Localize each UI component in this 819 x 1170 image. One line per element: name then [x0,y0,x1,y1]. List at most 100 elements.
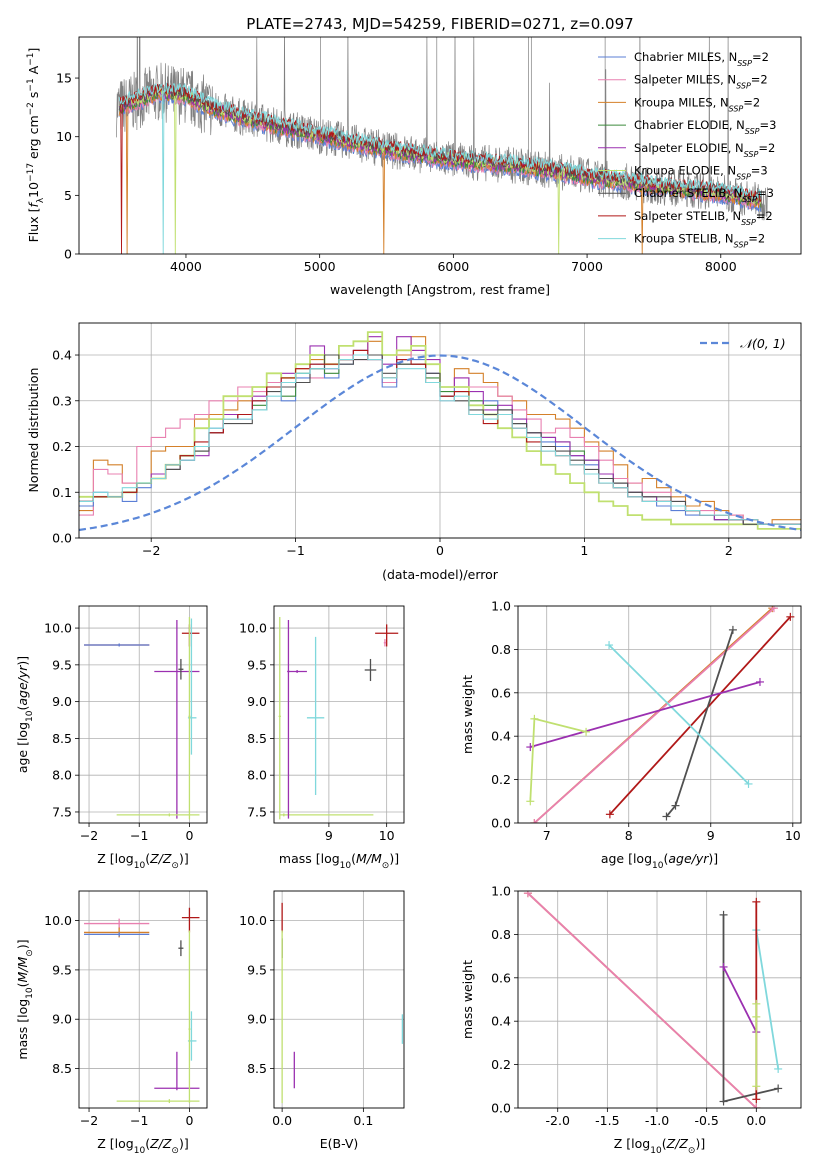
y-axis-label: Flux [fλ10−17 erg cm−2 s−1 A−1] [26,48,46,243]
label-part: ] [26,48,41,53]
x-axis-label: E(B-V) [320,1136,359,1151]
legend-text: Kroupa MILES, N [634,95,729,109]
x-tick-label: 2 [725,543,733,558]
label-part: age/yr [668,851,709,866]
mass-weight-line-salpeter-miles [533,607,775,823]
x-tick-label: 10 [379,828,395,843]
y-axis-label: mass [log10(M/M⊙)] [15,939,35,1059]
mass-weight-line-salpeter-elodie [530,681,761,748]
x-tick-label: 5000 [304,259,336,274]
legend-entry: 𝒩(0, 1) [740,336,786,351]
x-tick-label: −1 [130,828,148,843]
legend-text: Chabrier ELODIE, N [634,118,745,132]
y-tick-label: 8.5 [52,1061,72,1076]
legend-subscript: SSP [742,195,757,204]
label-part: age [log [15,722,30,773]
mass-weight-line-chabrier-stelib [722,914,779,1103]
y-tick-label: 0.4 [491,729,511,744]
mass-weight-vs-metallicity-panel: -2.0 -1.5 -1.0 -0.5 0.0 0.0 0.2 0.4 0.6 0.8 1.0 Z [… [460,884,802,1156]
y-tick-label: 1.0 [491,599,511,614]
legend-text: =2 [743,95,760,109]
x-axis-label: (data-model)/error [382,567,499,582]
mass-weight-line-salpeter-elodie [722,966,758,1033]
y-tick-label: 0.3 [52,393,72,408]
legend-entry: Kroupa STELIB, NSSP=2 [634,232,765,250]
x-tick-label: −2 [142,543,160,558]
y-tick-label: 0.2 [491,1057,511,1072]
legend-entry: Salpeter STELIB, NSSP=2 [634,209,773,227]
y-axis-label: Normed distribution [26,368,41,493]
label-part: )] [179,851,189,866]
x-tick-label: 1 [580,543,588,558]
plot-area [281,902,404,1104]
label-part: )] [695,1136,705,1151]
x-tick-label: -1.5 [595,1113,619,1128]
histogram-kroupa-elodie [79,331,801,530]
x-tick-label: 8000 [705,259,737,274]
label-part: Z/Z [149,1136,172,1151]
label-part: Z [log [97,851,133,866]
legend-entry: Kroupa ELODIE, NSSP=3 [634,164,768,182]
label-part: ( [15,706,30,711]
mass-weight-line-kroupa-stelib [755,929,780,1070]
label-part: A [26,65,41,78]
legend-entry: Salpeter ELODIE, NSSP=2 [634,141,775,159]
label-part: )] [179,1136,189,1151]
label-part: ( [145,1136,150,1151]
age-vs-metallicity-panel: −2 −1 07.58.08.59.09.510.0Z [log10(Z/Z⊙)]a… [15,605,208,871]
legend-text: Chabrier MILES, N [634,50,737,64]
x-tick-label: 0 [185,828,193,843]
y-tick-label: 8.5 [247,731,267,746]
label-part: )] [708,851,718,866]
label-part: ( [145,851,150,866]
label-part: ⊙ [171,861,179,871]
x-tick-label: 9 [707,828,715,843]
axes-frame [78,36,802,255]
y-tick-label: 8.5 [52,731,72,746]
axes-frame [78,605,208,824]
label-part: )] [15,939,30,949]
legend-entry: Chabrier MILES, NSSP=2 [634,50,769,68]
plot-area [84,617,200,820]
label-part: 10 [25,987,35,999]
x-tick-label: -1.0 [645,1113,669,1128]
x-tick-label: -2.0 [546,1113,570,1128]
plot-area [523,891,783,1108]
legend-text: =3 [751,164,768,178]
y-tick-label: 1.0 [491,884,511,899]
axes-frame [78,322,802,539]
y-tick-label: 10.0 [239,621,267,636]
mass-vs-metallicity-panel: −2 −1 08.59.09.510.0Z [log10(Z/Z⊙)]mass [l… [15,890,208,1156]
y-axis-label: mass weight [460,960,475,1039]
y-tick-label: 0.6 [491,685,511,700]
y-tick-label: 0.2 [52,439,72,454]
label-part: ( [15,982,30,987]
x-axis-label: wavelength [Angstrom, rest frame] [330,282,550,297]
legend-subscript: SSP [734,240,749,249]
legend-text: =2 [751,73,768,87]
y-tick-label: 7.5 [52,804,72,819]
y-tick-label: 9.0 [247,1012,267,1027]
mass-weight-line-chabrier-stelib [665,629,734,818]
x-tick-label: 7 [543,828,551,843]
y-tick-label: 9.0 [52,694,72,709]
plot-area [84,907,200,1104]
label-part: ( [662,1136,667,1151]
x-tick-label: 6000 [437,259,469,274]
legend-text: Kroupa STELIB, N [634,232,734,246]
x-tick-label: -0.5 [694,1113,718,1128]
x-tick-label: 0 [185,1113,193,1128]
label-part: 10 [650,1146,662,1156]
label-part: M/M [15,956,30,982]
label-part: 10 [340,861,352,871]
label-part: ⊙ [171,1146,179,1156]
axes-frame [273,890,405,1109]
x-axis-label: Z [log10(Z/Z⊙)] [97,1136,188,1156]
y-tick-label: 0.0 [491,1101,511,1116]
y-tick-label: 0.0 [52,531,72,546]
label-part: )] [15,656,30,666]
x-tick-label: 0.0 [746,1113,766,1128]
legend-subscript: SSP [736,172,751,181]
residual-histogram-panel: −2 −1 0 1 2 0.0 0.1 0.2 0.3 0.4 (data-model)/error… [26,322,802,582]
